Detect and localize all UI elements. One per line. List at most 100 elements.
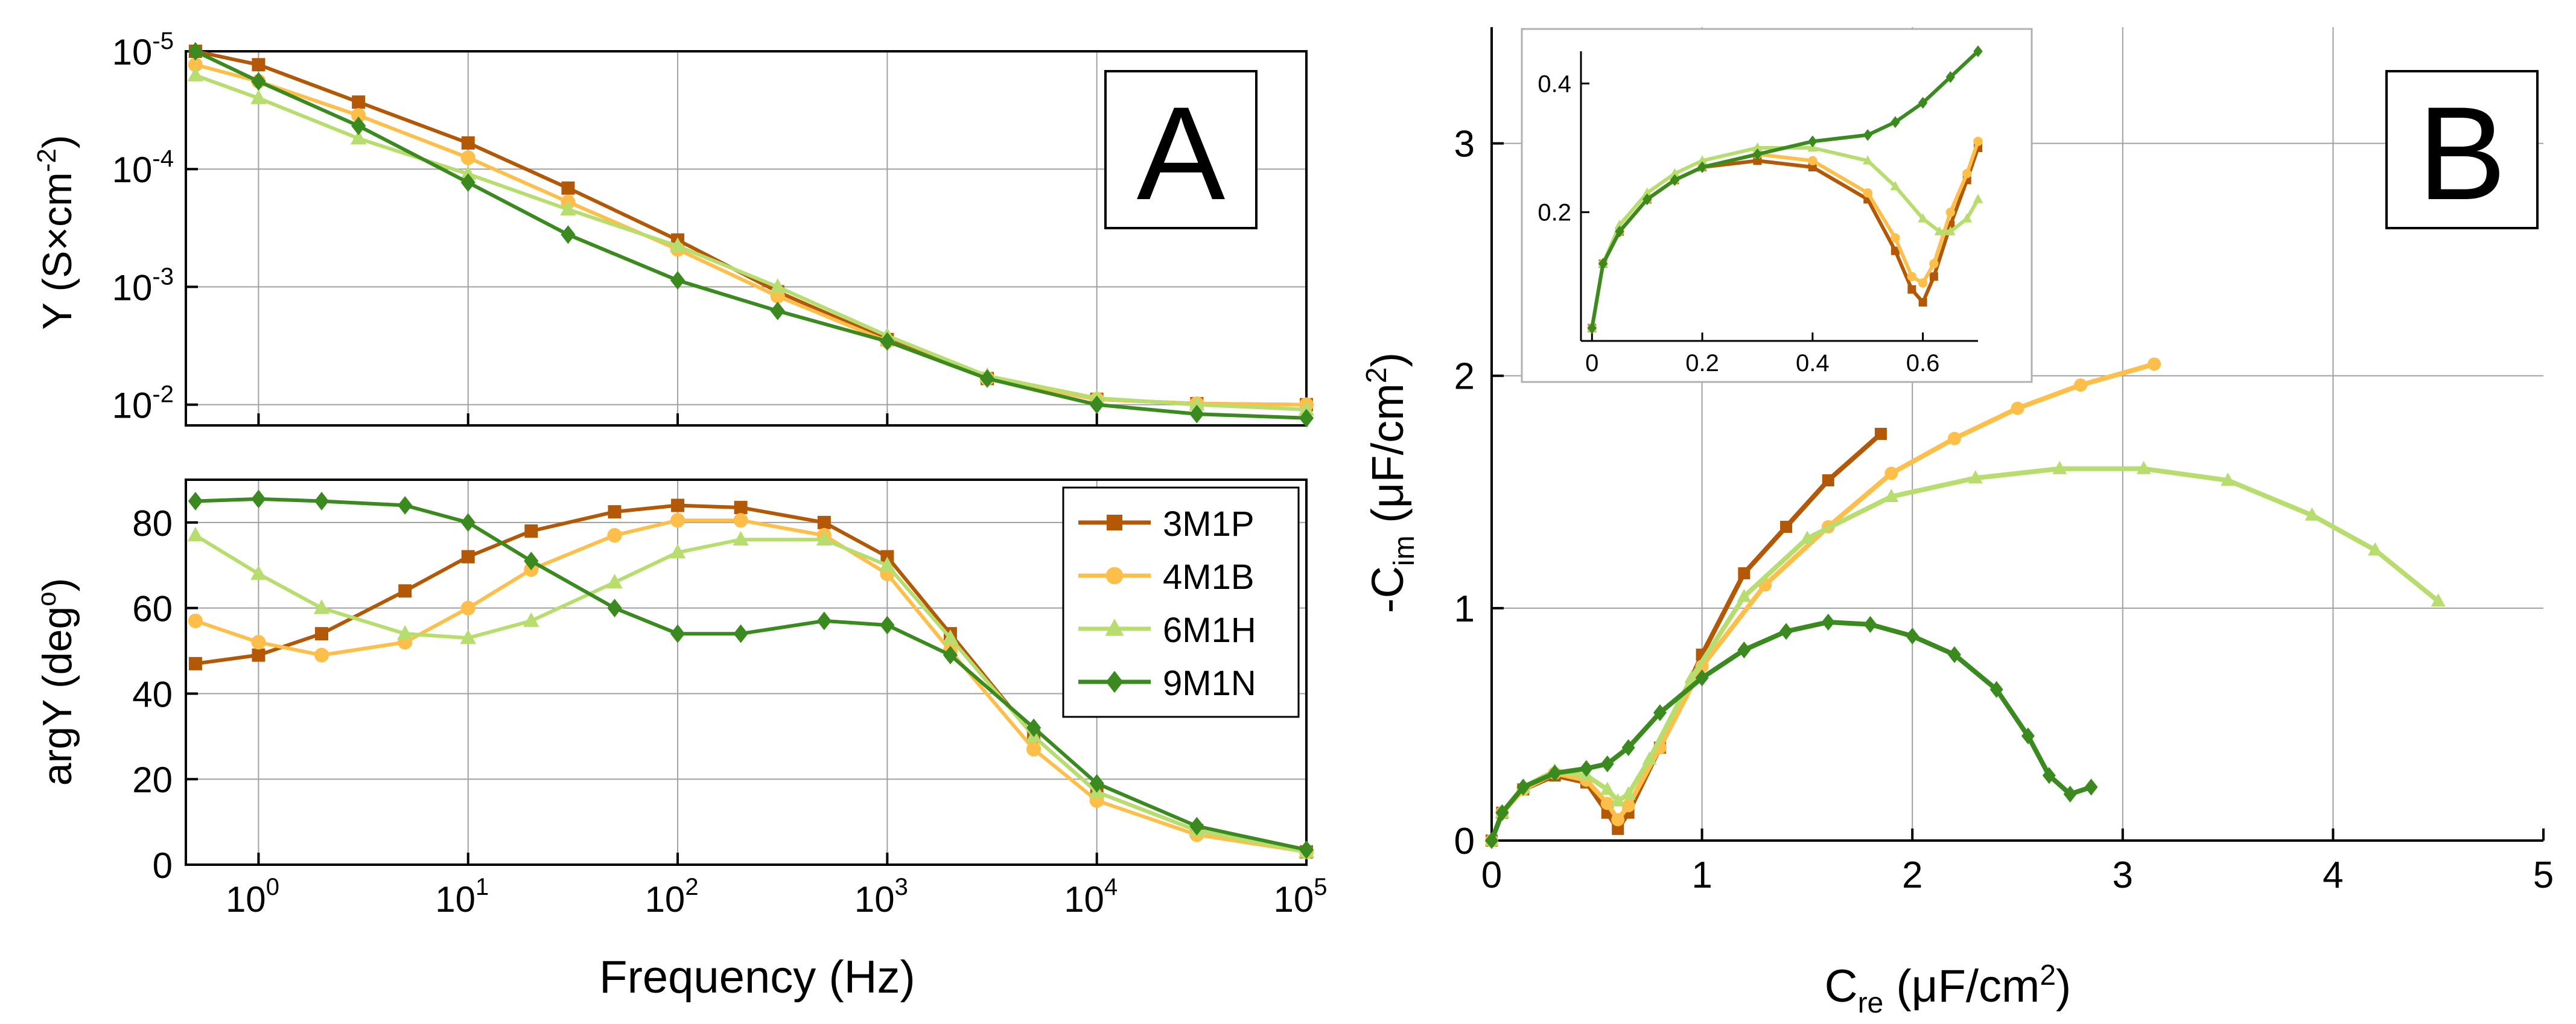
panel-a-top-point-9M1N [1089,395,1104,415]
panel-a-top-y-tick-label: 10-4 [112,145,174,190]
panel-a-bottom-point-3M1P [461,550,475,564]
panel-b-point-6M1H [1737,588,1752,602]
panel-a-bottom-point-3M1P [252,648,266,662]
panel-a-bottom-point-6M1H [250,565,267,580]
inset-point-4M1B [1891,233,1900,243]
panel-b-point-3M1P [1822,474,1834,487]
inset-x-tick-label: 0.4 [1796,350,1830,377]
inset-point-6M1H [1918,213,1929,223]
inset-point-9M1N [1598,258,1608,270]
panel-a-top-frame [185,50,1308,427]
panel-a-top-point-9M1N [1299,409,1314,428]
panel-a-top-point-9M1N [770,301,785,320]
panel-b-label: B [2418,79,2507,227]
inset-point-4M1B [1973,136,1983,147]
panel-b-point-3M1P [1612,822,1624,835]
panel-b-point-6M1H [1600,781,1615,795]
panel-b-y-tick-label: 1 [1454,588,1475,630]
inset-point-6M1H [1669,168,1680,177]
panel-a-bottom-point-3M1P [398,584,412,598]
panel-b-point-9M1N [1863,615,1877,633]
panel-a-top-point-6M1H [460,165,476,180]
inset-point-6M1H [1962,213,1973,223]
panel-a-bottom-x-tick-label: 101 [435,874,489,920]
panel-a-bottom-point-6M1H [733,530,749,546]
panel-a-top-point-4M1B [460,150,475,165]
panel-a-bottom-point-9M1N [1026,718,1042,737]
panel-b-point-9M1N [1906,628,1919,645]
panel-a-top-point-9M1N [351,116,366,136]
panel-a-x-axis-title: Frequency (Hz) [599,952,915,1003]
legend-marker-3M1P [1107,515,1122,530]
panel-a-bottom-point-9M1N [670,624,685,643]
panel-b-point-9M1N [1516,778,1530,796]
inset-point-6M1H [1890,180,1901,191]
panel-a-top-point-3M1P [561,181,575,195]
panel-b-point-3M1P [1874,428,1887,440]
panel-b-point-6M1H [1621,786,1636,800]
panel-a-bottom-series-line-9M1N [195,497,1307,852]
panel-a-top-y-tick-label: 10-2 [112,381,174,426]
panel-a-bottom-point-4M1B [1026,742,1042,757]
panel-a-bottom-point-9M1N [188,492,203,510]
panel-b-point-3M1P [1738,567,1751,580]
legend-label-6M1H: 6M1H [1163,611,1256,650]
panel-a-bottom-point-3M1P [734,501,748,515]
panel-b-point-3M1P [1780,521,1793,533]
panel-a-bottom-x-tick-label: 100 [226,874,279,920]
panel-b-point-9M1N [1821,613,1835,631]
inset-point-9M1N [1808,135,1818,148]
inset-point-3M1P [1918,298,1927,307]
panel-b-point-6M1H [2431,593,2446,607]
panel-a-bottom-point-6M1H [942,629,959,644]
inset-point-9M1N [1642,193,1652,206]
panel-b-x-tick-label: 2 [1902,854,1922,896]
inset-point-4M1B [1863,188,1872,198]
legend-label-9M1N: 9M1N [1163,664,1256,703]
inset-point-6M1H [1697,155,1708,165]
inset-point-9M1N [1891,116,1900,129]
panel-b-point-6M1H [1642,751,1657,765]
panel-a-top-point-6M1H [769,278,786,293]
panel-a-top-y-axis-title: Y (S×cm-2) [32,135,80,329]
inset-point-6M1H [1752,142,1763,152]
panel-a-top-point-4M1B [188,57,203,72]
panel-a-bottom-point-6M1H [879,556,895,571]
panel-b-point-6M1H [1799,530,1814,544]
panel-b-y-axis-title: -Cim (μF/cm2) [1361,352,1420,613]
legend-marker-4M1B [1105,567,1124,585]
panel-a-bottom-point-4M1B [607,528,622,543]
panel-a-top-point-6M1H [669,237,686,252]
panel-a-bottom-x-tick-label: 102 [645,874,699,920]
inset-point-6M1H [1945,226,1956,235]
panel-b-x-tick-label: 4 [2323,854,2343,896]
panel-a-top-series-line-6M1H [194,74,1307,412]
panel-a-bottom-point-9M1N [880,615,895,635]
panel-a-bottom-point-6M1H [397,625,413,640]
legend: 3M1P 4M1B 6M1H 9M1N [1062,486,1300,718]
panel-b-point-9M1N [1600,755,1614,772]
panel-a-bottom-point-9M1N [398,496,413,515]
panel-a-top-point-6M1H [350,130,367,145]
panel-b-point-6M1H [1684,670,1699,684]
panel-a-bottom-point-3M1P [524,524,538,538]
panel-a-bottom-point-3M1P [671,498,685,512]
panel-a-top-y-tick-label: 10-3 [112,263,174,308]
panel-a-bottom-y-tick-label: 20 [132,760,173,800]
panel-a-top-point-6M1H [1298,401,1315,416]
panel-a-top-point-9M1N [251,72,266,91]
panel-b-point-6M1H [2304,507,2320,521]
panel-b-point-6M1H [1884,488,1899,502]
inset-y-tick-label: 0.2 [1538,200,1571,226]
panel-a-bottom-point-4M1B [188,613,203,629]
panel-b-point-6M1H [1611,793,1626,807]
panel-b-x-axis-title: Cre (μF/cm2) [1825,959,2072,1019]
panel-a-bottom-series-line-6M1H [194,533,1307,854]
panel-b-series-line-6M1H [1489,466,2440,842]
panel-a-bottom-x-tick-label: 104 [1064,874,1118,920]
panel-a-top-point-3M1P [352,95,366,109]
panel-a-bottom-point-3M1P [608,505,622,519]
panel-a-bottom-point-3M1P [188,657,202,670]
legend-box [1062,486,1300,718]
